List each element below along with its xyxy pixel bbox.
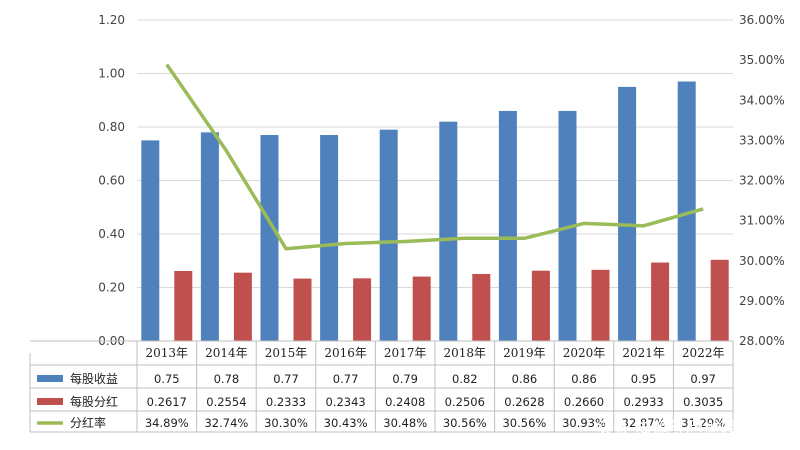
data-label: 0.79 xyxy=(392,372,418,386)
category-label: 2015年 xyxy=(265,346,308,360)
bar-eps xyxy=(439,121,458,342)
data-label: 0.3035 xyxy=(683,395,723,409)
data-label: 0.77 xyxy=(333,372,359,386)
bar-eps xyxy=(260,135,279,341)
left-axis-tick-label: 0.80 xyxy=(98,120,125,134)
data-label: 30.93% xyxy=(562,416,606,430)
left-axis-tick-label: 0.20 xyxy=(98,281,125,295)
right-axis-tick-label: 31.00% xyxy=(739,214,785,228)
right-axis-tick-label: 33.00% xyxy=(739,133,785,147)
bars-group xyxy=(141,81,729,342)
payout-line-group xyxy=(165,63,704,251)
legend-swatch xyxy=(37,375,63,382)
category-label: 2019年 xyxy=(503,346,546,360)
right-axis-ticks: 28.00% 29.00% 30.00% 31.00% 32.00% 33.00% 34.0… xyxy=(739,13,785,348)
bar-dividend xyxy=(174,270,193,341)
legend-label: 每股分红 xyxy=(70,394,118,409)
bar-eps xyxy=(200,132,219,341)
bar-dividend xyxy=(710,259,729,341)
bar-eps xyxy=(379,129,398,341)
data-label: 30.43% xyxy=(324,416,368,430)
right-axis-tick-label: 28.00% xyxy=(739,334,785,348)
data-label: 0.86 xyxy=(512,372,538,386)
category-label: 2022年 xyxy=(682,346,725,360)
left-axis-tick-label: 1.20 xyxy=(98,13,125,27)
left-axis-tick-label: 1.00 xyxy=(98,67,125,81)
data-label: 30.56% xyxy=(443,416,487,430)
right-axis-tick-label: 34.00% xyxy=(739,93,785,107)
data-label: 30.30% xyxy=(264,416,308,430)
right-axis-tick-label: 32.00% xyxy=(739,174,785,188)
data-label: 0.2506 xyxy=(445,395,485,409)
data-label: 0.2554 xyxy=(206,395,246,409)
data-label: 30.56% xyxy=(502,416,546,430)
legend-label: 每股收益 xyxy=(70,371,118,386)
right-axis-tick-label: 29.00% xyxy=(739,294,785,308)
bar-dividend xyxy=(651,262,670,341)
data-label: 0.2933 xyxy=(623,395,663,409)
data-label: 34.89% xyxy=(145,416,189,430)
bar-eps xyxy=(141,140,160,341)
bar-dividend xyxy=(233,272,252,341)
data-label: 0.97 xyxy=(690,372,716,386)
bar-eps xyxy=(320,135,339,341)
bar-dividend xyxy=(531,270,550,341)
left-axis-tick-label: 0.40 xyxy=(98,227,125,241)
legend-label: 分红率 xyxy=(70,415,106,430)
data-table: 2013年 2014年 2015年 2016年 2017年 2018年 2019年 2020年… xyxy=(29,340,734,433)
bar-eps xyxy=(618,86,637,341)
data-label: 0.86 xyxy=(571,372,597,386)
bar-dividend xyxy=(353,278,372,341)
category-label: 2020年 xyxy=(563,346,606,360)
bar-eps xyxy=(498,110,517,341)
category-label: 2013年 xyxy=(146,346,189,360)
category-label: 2017年 xyxy=(384,346,427,360)
right-axis-tick-label: 35.00% xyxy=(739,53,785,67)
data-label: 0.75 xyxy=(154,372,180,386)
data-label: 0.2660 xyxy=(564,395,604,409)
data-label: 0.95 xyxy=(631,372,657,386)
gridlines xyxy=(137,19,733,342)
watermark-group: 头条 @躺红利摊转债 xyxy=(596,419,754,439)
data-label: 0.77 xyxy=(273,372,299,386)
right-axis-tick-label: 36.00% xyxy=(739,13,785,27)
bar-dividend xyxy=(412,276,431,341)
data-label: 0.2408 xyxy=(385,395,425,409)
data-label: 30.48% xyxy=(383,416,427,430)
data-label: 0.2617 xyxy=(147,395,187,409)
legend-swatch xyxy=(37,398,63,405)
bar-dividend xyxy=(472,273,491,341)
data-label: 0.2343 xyxy=(325,395,365,409)
category-label: 2021年 xyxy=(622,346,665,360)
data-label: 0.82 xyxy=(452,372,478,386)
watermark: 头条 @躺红利摊转债 xyxy=(596,419,754,439)
payout-ratio-line xyxy=(165,63,704,251)
category-label: 2018年 xyxy=(444,346,487,360)
data-label: 0.2628 xyxy=(504,395,544,409)
category-label: 2014年 xyxy=(205,346,248,360)
bar-eps xyxy=(677,81,696,342)
bar-dividend xyxy=(293,278,312,341)
data-label: 31.29% xyxy=(681,416,725,430)
category-label: 2016年 xyxy=(324,346,367,360)
right-axis-tick-label: 30.00% xyxy=(739,254,785,268)
data-label: 0.2333 xyxy=(266,395,306,409)
data-label: 0.78 xyxy=(214,372,240,386)
data-label: 32.74% xyxy=(204,416,248,430)
bar-dividend xyxy=(591,269,610,341)
left-axis-tick-label: 0.60 xyxy=(98,174,125,188)
left-axis-ticks: 0.000.200.400.600.801.001.20 xyxy=(98,13,125,348)
data-label: 32.87% xyxy=(622,416,666,430)
